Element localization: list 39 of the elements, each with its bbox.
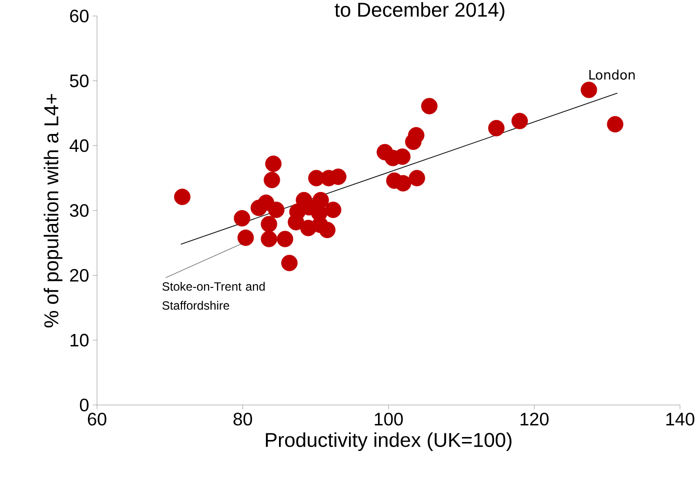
y-tick-label: 30 xyxy=(70,204,89,217)
x-tick-label: 140 xyxy=(666,412,694,426)
point xyxy=(421,98,438,114)
point xyxy=(281,254,298,272)
y-tick-label: 50 xyxy=(70,74,89,88)
x-tick-label: 60 xyxy=(88,412,106,426)
point xyxy=(511,112,528,130)
point xyxy=(488,120,505,136)
y-tick-label: 0 xyxy=(80,398,89,412)
x-tick-label: 120 xyxy=(520,412,549,426)
point xyxy=(606,116,624,132)
chart-title: to December 2014) xyxy=(334,2,504,21)
point xyxy=(276,230,294,248)
point xyxy=(268,202,284,218)
point xyxy=(289,204,306,220)
x-tick-label: 100 xyxy=(374,412,403,426)
y-tick-label: 40 xyxy=(70,139,89,152)
point xyxy=(260,216,278,232)
point xyxy=(174,188,190,206)
point xyxy=(264,172,280,188)
x-tick-label: 80 xyxy=(234,412,252,426)
point xyxy=(408,127,424,144)
y-tick-label: 10 xyxy=(70,334,89,347)
point xyxy=(319,222,336,238)
point xyxy=(394,175,412,192)
y-axis-title: % of population with a L4+ xyxy=(44,94,62,328)
annotation: London xyxy=(589,70,635,80)
point xyxy=(324,202,342,218)
annotation: Stoke-on-Trent and Staffordshire xyxy=(162,282,265,310)
y-tick-label: 20 xyxy=(70,268,89,282)
y-tick-label: 60 xyxy=(70,10,89,22)
point xyxy=(234,210,250,226)
point xyxy=(408,170,426,186)
point xyxy=(265,156,282,172)
point xyxy=(580,82,598,98)
point xyxy=(260,230,278,248)
point xyxy=(237,230,254,246)
point xyxy=(312,192,329,208)
x-axis-title: Productivity index (UK=100) xyxy=(266,432,512,451)
